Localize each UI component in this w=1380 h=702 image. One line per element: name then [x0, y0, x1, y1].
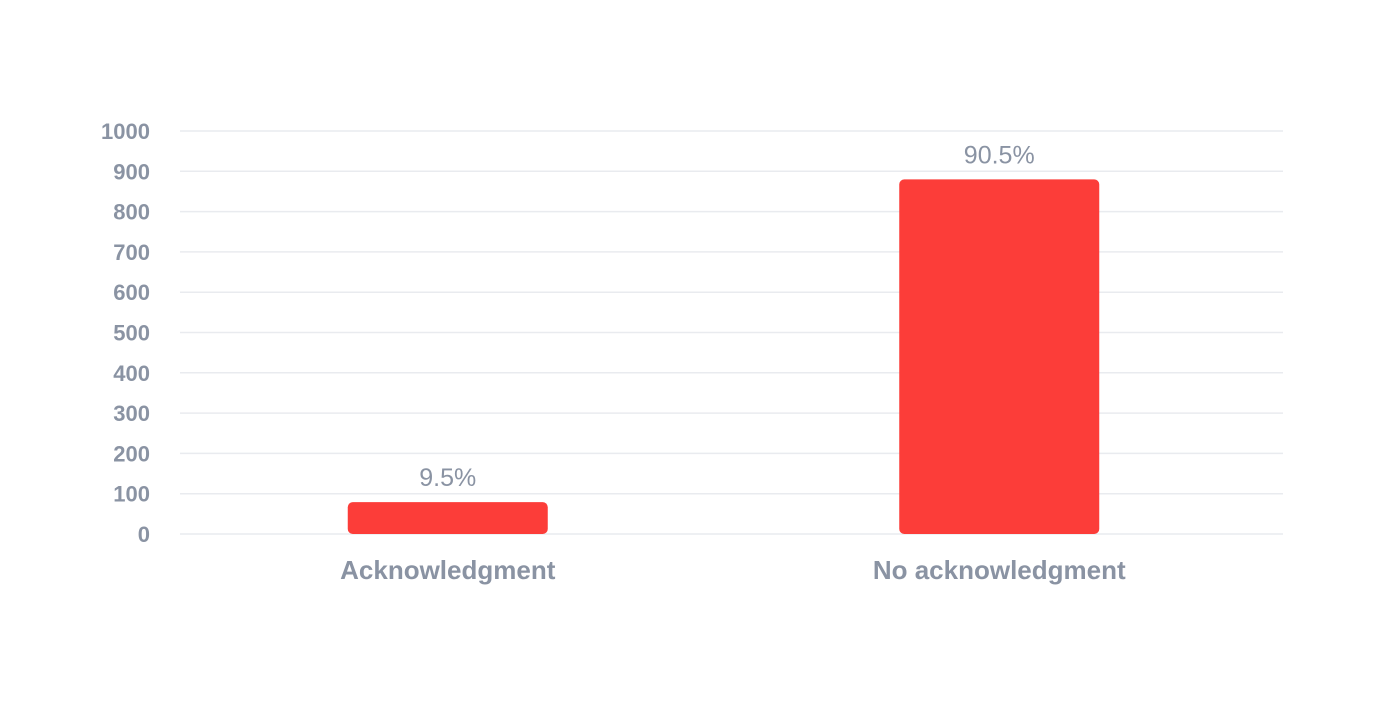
- gridlines: [180, 130, 1283, 535]
- y-tick-label: 0: [138, 522, 150, 547]
- data-labels: 9.5% 90.5%: [419, 141, 1034, 492]
- y-tick-label: 700: [113, 240, 150, 265]
- x-axis-categories: Acknowledgment No acknowledgment: [340, 555, 1126, 585]
- x-category-label-2: No acknowledgment: [873, 555, 1126, 585]
- y-axis-ticks: 0 100 200 300 400 500 600 700 800 900 1000: [101, 119, 150, 547]
- data-label-1: 9.5%: [419, 464, 476, 492]
- bar-1: [347, 502, 548, 534]
- y-tick-label: 500: [113, 321, 150, 346]
- y-tick-label: 100: [113, 482, 150, 507]
- y-tick-label: 400: [113, 361, 150, 386]
- y-tick-label: 900: [113, 159, 150, 184]
- y-tick-label: 600: [113, 280, 150, 305]
- x-category-label-1: Acknowledgment: [340, 555, 556, 585]
- y-tick-label: 800: [113, 200, 150, 225]
- y-tick-label: 200: [113, 441, 150, 466]
- data-label-2: 90.5%: [964, 141, 1035, 169]
- y-tick-label: 1000: [101, 119, 150, 144]
- bar-2: [899, 179, 1100, 535]
- y-tick-label: 300: [113, 401, 150, 426]
- bars: [347, 179, 1100, 535]
